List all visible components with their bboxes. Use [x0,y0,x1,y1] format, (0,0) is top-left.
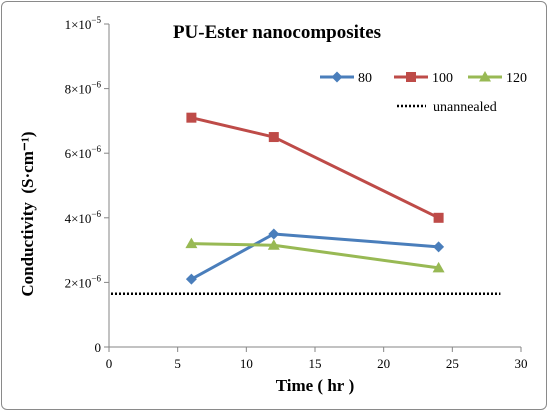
y-axis-title: Conductivity (S·cm⁻¹) [18,131,37,296]
chart-title: PU-Ester nanocomposites [173,22,381,43]
legend-marker [479,71,491,82]
x-tick-label: 5 [174,356,181,371]
series-100 [186,112,444,223]
data-point-100 [268,132,279,143]
series-line-80 [190,232,439,281]
y-tick-label: 6×10−6 [65,144,102,161]
x-tick-label: 25 [446,356,459,371]
data-point-100 [433,212,444,223]
data-point-80 [268,228,280,240]
data-point-80 [185,273,197,285]
legend-item-120: 120 [468,71,527,86]
y-tick-label: 0 [95,340,102,355]
data-point-120 [432,261,445,273]
y-tick-label: 4×10−6 [65,209,102,226]
legend-label: 80 [358,71,372,86]
series-group [185,112,445,285]
y-tick-label: 2×10−6 [65,273,102,290]
legend-marker [406,72,416,82]
x-tick-label: 10 [240,356,253,371]
legend-label: 100 [432,71,453,86]
series-line-100 [191,116,440,220]
series-80 [185,228,445,285]
data-point-100 [186,112,197,123]
legend: 80 100 120 unannealed [320,71,527,115]
data-point-80 [433,241,445,253]
legend-marker [331,71,343,83]
axes: 0 2×10−6 4×10−6 6×10−6 8×10−6 1×10−5 0 5 10 15 20 2… [65,15,528,371]
data-point-120 [267,239,280,250]
y-tick-label: 1×10−5 [65,15,102,32]
x-tick-label: 15 [309,356,322,371]
legend-item-100: 100 [394,71,453,86]
x-tick-label: 20 [377,356,390,371]
y-tick-label: 8×10−6 [65,80,102,97]
data-point-120 [185,237,198,249]
x-tick-label: 0 [106,356,113,371]
x-tick-label: 30 [515,356,528,371]
legend-label: 120 [506,71,527,86]
x-axis-title: Time ( hr ) [276,376,355,395]
legend-label: unannealed [433,100,497,115]
legend-item-unannealed: unannealed [397,100,497,115]
series-line-120 [191,242,439,270]
legend-item-80: 80 [320,71,372,86]
series-120 [185,237,445,273]
